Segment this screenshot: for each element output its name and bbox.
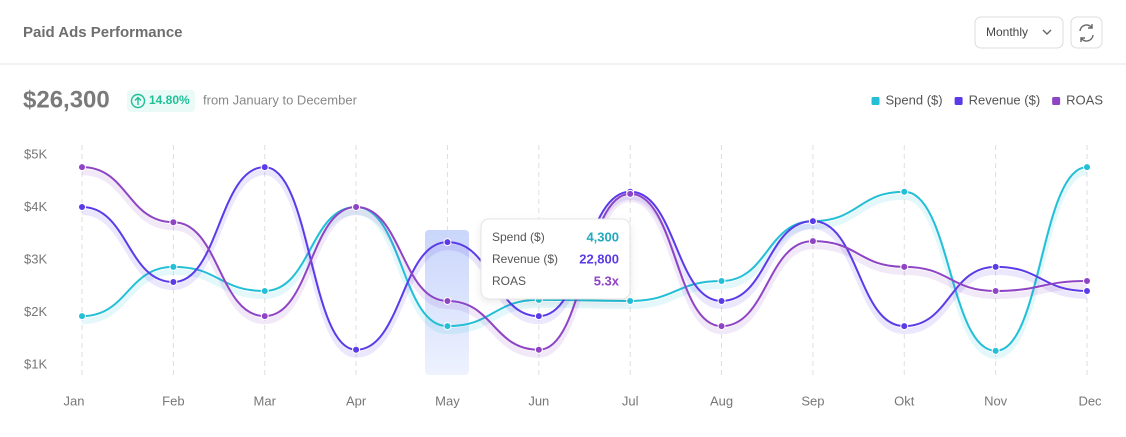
data-point — [717, 277, 726, 285]
y-tick-label: $2K — [24, 304, 47, 319]
legend-swatch — [871, 97, 880, 105]
period-dropdown[interactable] — [974, 16, 1064, 49]
data-point — [717, 296, 726, 305]
data-point — [717, 322, 726, 331]
range-text: from January to December — [203, 92, 358, 107]
data-point — [808, 217, 817, 226]
tooltip-value: 4,300 — [586, 229, 619, 244]
refresh-icon — [1079, 24, 1094, 42]
data-point — [260, 312, 269, 321]
series-shadow — [81, 169, 1088, 358]
x-tick-label: Feb — [162, 393, 184, 408]
y-tick-label: $4K — [24, 199, 47, 214]
tooltip-label: Revenue ($) — [492, 252, 558, 266]
data-point — [78, 312, 86, 321]
data-point — [991, 346, 1000, 355]
legend-swatch — [1052, 97, 1061, 105]
data-point — [443, 322, 452, 331]
x-tick-label: Apr — [346, 393, 367, 408]
legend-label: ROAS — [1066, 92, 1103, 107]
series-line — [81, 166, 1088, 351]
data-point — [78, 163, 86, 172]
data-point — [900, 322, 909, 331]
legend-swatch — [954, 97, 963, 105]
tooltip-label: ROAS — [492, 274, 526, 288]
tooltip-box — [480, 218, 631, 300]
legend-label: Revenue ($) — [969, 92, 1041, 107]
series-shadow — [81, 169, 1088, 359]
total-value: $26,300 — [23, 86, 110, 113]
tooltip-value: 5.3x — [594, 273, 620, 288]
x-tick-label: Okt — [894, 393, 915, 408]
y-tick-label: $1K — [24, 356, 47, 371]
dropdown-caret — [1042, 29, 1052, 35]
y-tick-label: $3K — [24, 251, 47, 266]
tooltip-label: Spend ($) — [492, 230, 545, 244]
data-point — [900, 262, 909, 271]
data-point — [1083, 277, 1091, 285]
tooltip-value: 22,800 — [579, 251, 619, 266]
x-tick-label: Sep — [801, 393, 824, 408]
data-point — [991, 286, 1000, 295]
data-point — [78, 202, 86, 211]
period-label: Monthly — [986, 25, 1028, 39]
x-tick-label: May — [435, 393, 460, 408]
x-tick-label: Dec — [1078, 393, 1102, 408]
data-point — [260, 286, 269, 295]
data-point — [626, 189, 635, 198]
data-point — [1083, 163, 1091, 172]
tooltip — [480, 218, 631, 300]
y-tick-label: $5K — [24, 146, 47, 161]
card-title: Paid Ads Performance — [23, 24, 183, 41]
change-value: 14.80% — [149, 93, 190, 107]
data-point — [352, 345, 361, 354]
up-icon — [130, 93, 146, 109]
x-tick-label: Jan — [64, 393, 85, 408]
up-arrow — [134, 96, 142, 105]
x-tick-label: Mar — [254, 393, 277, 408]
data-point — [169, 218, 178, 227]
data-point — [260, 163, 269, 172]
data-point — [1083, 286, 1091, 295]
data-point — [626, 296, 635, 305]
x-tick-label: Jul — [622, 393, 639, 408]
x-tick-label: Aug — [710, 393, 733, 408]
data-point — [443, 296, 452, 305]
data-point — [443, 238, 452, 247]
refresh-button[interactable] — [1070, 16, 1103, 49]
data-point — [169, 278, 178, 287]
x-tick-label: Jun — [528, 393, 549, 408]
data-point — [352, 202, 361, 211]
data-point — [534, 312, 543, 321]
change-badge — [127, 90, 195, 112]
data-point — [534, 345, 543, 354]
data-point — [900, 187, 909, 196]
data-point — [991, 262, 1000, 271]
x-tick-label: Nov — [984, 393, 1008, 408]
legend-label: Spend ($) — [886, 92, 943, 107]
data-point — [808, 237, 817, 246]
data-point — [169, 262, 178, 271]
